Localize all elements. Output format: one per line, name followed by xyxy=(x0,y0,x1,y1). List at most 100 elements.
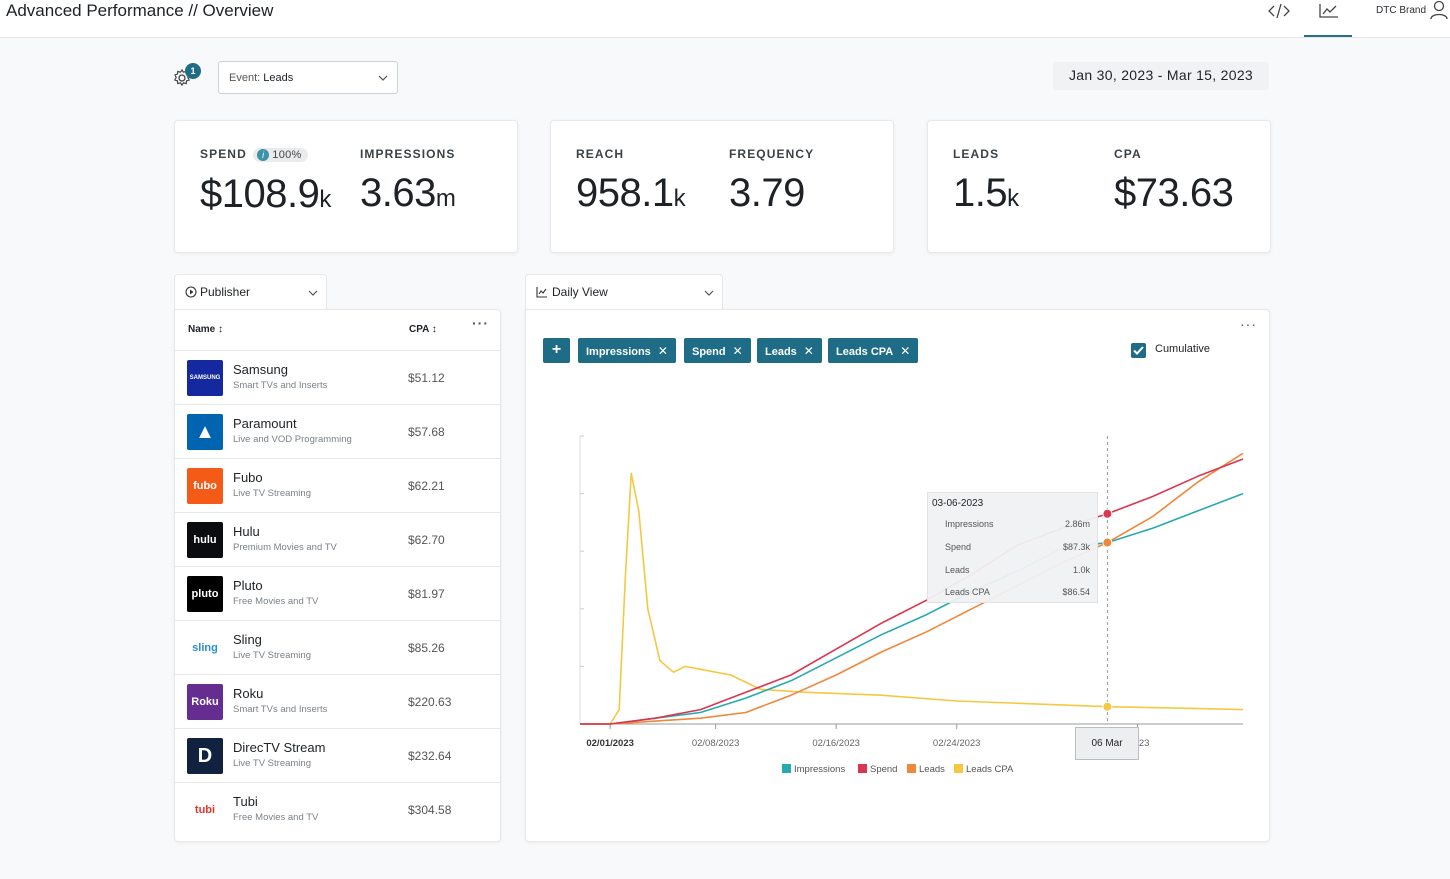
publisher-row[interactable]: Roku Roku Smart TVs and Inserts $220.63 xyxy=(175,674,500,728)
kpi-value: 3.63m xyxy=(360,171,456,215)
date-range-picker[interactable]: Jan 30, 2023 - Mar 15, 2023 xyxy=(1053,62,1269,90)
close-icon[interactable]: ✕ xyxy=(657,344,668,358)
kpi-value: 3.79 xyxy=(729,171,805,215)
publisher-name: Sling xyxy=(233,632,262,647)
cumulative-label[interactable]: Cumulative xyxy=(1155,343,1211,355)
publisher-cpa: $81.97 xyxy=(408,587,445,601)
kpi-label: SPEND i 100% xyxy=(200,147,331,162)
chip-impressions[interactable]: Impressions ✕ xyxy=(578,338,676,363)
chip-leads-cpa[interactable]: Leads CPA ✕ xyxy=(828,338,919,363)
legend-leads[interactable]: Leads xyxy=(907,764,945,775)
publisher-category: Live TV Streaming xyxy=(233,488,311,499)
publisher-logo: ▲ xyxy=(187,414,223,450)
page-title: Advanced Performance // Overview xyxy=(6,1,274,20)
publisher-row[interactable]: SAMSUNG Samsung Smart TVs and Inserts $51.1… xyxy=(175,350,500,404)
publisher-category: Smart TVs and Inserts xyxy=(233,380,328,391)
series-line-impressions xyxy=(580,492,1244,725)
code-icon[interactable] xyxy=(1268,2,1290,20)
user-icon[interactable] xyxy=(1430,0,1448,20)
legend-impressions[interactable]: Impressions xyxy=(782,764,845,775)
view-dropdown[interactable]: Daily View xyxy=(525,274,723,310)
publisher-table-header: Name ↕ CPA ↕ ··· xyxy=(175,310,500,350)
x-axis-tick-label: 02/16/2023 xyxy=(812,738,860,749)
publisher-name: Roku xyxy=(233,686,264,701)
x-axis-tick-label: 02/24/2023 xyxy=(933,738,981,749)
chart-icon[interactable] xyxy=(1318,2,1340,20)
kpi-frequency: FREQUENCY 3.79 xyxy=(729,147,814,216)
kpi-label: FREQUENCY xyxy=(729,147,815,161)
publisher-row[interactable]: fubo Fubo Live TV Streaming $62.21 xyxy=(175,458,500,512)
kpi-value: $108.9k xyxy=(200,171,331,216)
publisher-panel: Name ↕ CPA ↕ ··· SAMSUNG Samsung Smart TVs… xyxy=(174,309,501,842)
publisher-logo: sling xyxy=(187,630,223,666)
kpi-label: IMPRESSIONS xyxy=(360,147,456,161)
publisher-row[interactable]: pluto Pluto Free Movies and TV $81.97 xyxy=(175,566,500,620)
series-line-leads xyxy=(580,452,1244,725)
publisher-logo: Roku xyxy=(187,684,223,720)
sort-name-header[interactable]: Name ↕ xyxy=(188,324,224,335)
play-circle-icon xyxy=(185,286,197,298)
tooltip-row: Spend $87.3k xyxy=(945,542,1090,552)
x-axis-tick-label: 02/08/2023 xyxy=(692,738,740,749)
series-line-leads-cpa xyxy=(580,472,1244,725)
publisher-logo: SAMSUNG xyxy=(187,360,223,396)
publisher-cpa: $85.26 xyxy=(408,641,445,655)
publisher-cpa: $51.12 xyxy=(408,371,445,385)
publisher-category: Free Movies and TV xyxy=(233,812,319,823)
tooltip-row: Impressions 2.86m xyxy=(945,519,1090,529)
close-icon[interactable]: ✕ xyxy=(803,344,814,358)
publisher-category: Live TV Streaming xyxy=(233,650,311,661)
sort-cpa-header[interactable]: CPA ↕ xyxy=(409,324,437,335)
add-metric-button[interactable]: + xyxy=(543,338,570,363)
legend-spend[interactable]: Spend xyxy=(858,764,897,775)
brand-name[interactable]: DTC Brand xyxy=(1376,5,1427,16)
sort-icon: ↕ xyxy=(218,324,224,335)
tooltip-row: Leads CPA $86.54 xyxy=(945,587,1090,597)
spend-percent-pill[interactable]: i 100% xyxy=(253,147,308,162)
publisher-logo: D xyxy=(187,738,223,774)
hover-point-spend xyxy=(1102,508,1113,519)
close-icon[interactable]: ✕ xyxy=(900,344,911,358)
event-select-value: Leads xyxy=(263,72,294,84)
publisher-row[interactable]: ▲ Paramount Live and VOD Programming $57.68 xyxy=(175,404,500,458)
hover-point-leads-cpa xyxy=(1102,701,1113,712)
publisher-row[interactable]: tubi Tubi Free Movies and TV $304.58 xyxy=(175,782,500,836)
chevron-down-icon xyxy=(704,290,714,296)
filter-count-badge: 1 xyxy=(185,63,201,79)
chip-spend[interactable]: Spend ✕ xyxy=(684,338,751,363)
kpi-card-leads-cpa: LEADS 1.5k CPA $73.63 xyxy=(927,120,1271,253)
kpi-value: 958.1k xyxy=(576,171,686,215)
more-options-icon[interactable]: ··· xyxy=(1240,316,1257,332)
chart-tooltip: 03-06-2023 Impressions 2.86m Spend $87.3k … xyxy=(927,492,1098,603)
publisher-category: Free Movies and TV xyxy=(233,596,319,607)
legend-leads-cpa[interactable]: Leads CPA xyxy=(954,764,1013,775)
publisher-category: Live TV Streaming xyxy=(233,758,311,769)
kpi-label: LEADS xyxy=(953,147,1000,161)
publisher-name: DirecTV Stream xyxy=(233,740,326,755)
chart-panel: ··· xyxy=(525,309,1270,842)
event-select[interactable]: Event: Leads xyxy=(218,61,398,94)
publisher-cpa: $304.58 xyxy=(408,803,452,817)
view-dropdown-label: Daily View xyxy=(552,285,608,299)
line-chart-icon xyxy=(536,287,547,298)
info-icon: i xyxy=(257,148,270,161)
kpi-card-spend-impressions: SPEND i 100% $108.9k IMPRESSIONS 3.63m xyxy=(174,120,518,253)
cumulative-checkbox[interactable] xyxy=(1131,343,1146,358)
publisher-cpa: $232.64 xyxy=(408,749,452,763)
chip-leads[interactable]: Leads ✕ xyxy=(757,338,822,363)
publisher-row[interactable]: D DirecTV Stream Live TV Streaming $232.64 xyxy=(175,728,500,782)
more-options-icon[interactable]: ··· xyxy=(472,315,489,331)
close-icon[interactable]: ✕ xyxy=(732,344,743,358)
publisher-dropdown[interactable]: Publisher xyxy=(174,274,327,310)
publisher-row[interactable]: sling Sling Live TV Streaming $85.26 xyxy=(175,620,500,674)
publisher-name: Pluto xyxy=(233,578,263,593)
publisher-row[interactable]: hulu Hulu Premium Movies and TV $62.70 xyxy=(175,512,500,566)
publisher-logo: pluto xyxy=(187,576,223,612)
kpi-cpa: CPA $73.63 xyxy=(1114,147,1234,216)
sort-icon: ↕ xyxy=(431,324,437,335)
series-line-spend xyxy=(580,458,1244,725)
kpi-label: CPA xyxy=(1114,147,1142,161)
publisher-cpa: $62.21 xyxy=(408,479,445,493)
kpi-value: 1.5k xyxy=(953,171,1019,215)
